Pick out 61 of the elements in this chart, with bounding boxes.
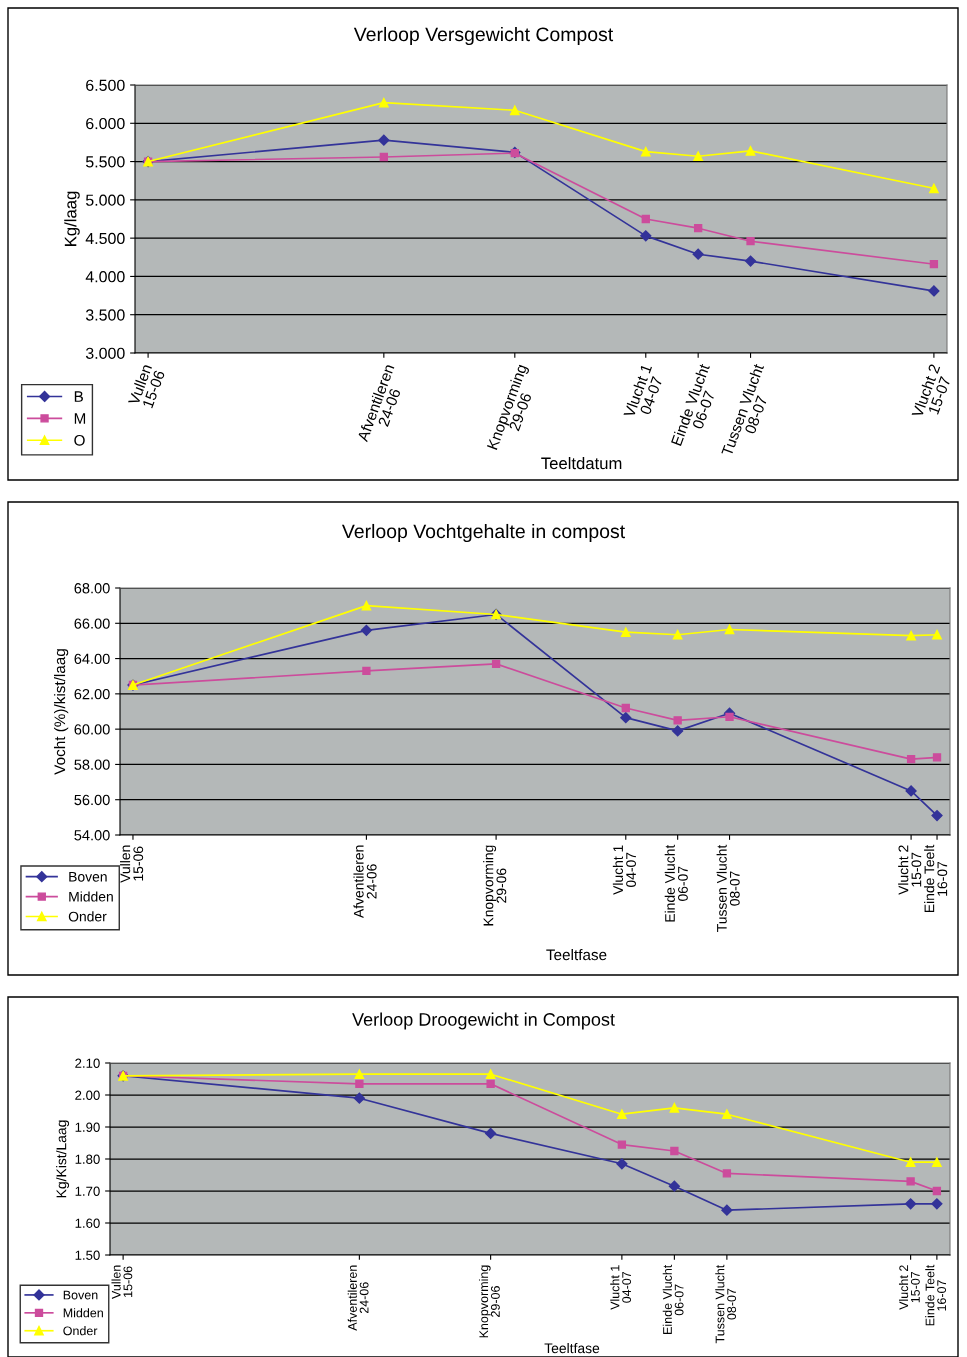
- y-tick-label: 1.80: [75, 1154, 100, 1164]
- y-tick-label: 4.000: [85, 271, 125, 283]
- y-tick-label: 2.00: [75, 1090, 100, 1100]
- y-tick-label: 4.500: [85, 232, 125, 245]
- x-tick-label: Vlucht 2 15-07: [898, 1265, 920, 1310]
- y-tick-label: 1.60: [75, 1218, 100, 1228]
- x-axis-title: Teeltfase: [544, 1343, 600, 1354]
- x-tick-label: Einde Teelt 16-07: [925, 1264, 947, 1326]
- y-tick-label: 66.00: [74, 618, 110, 629]
- y-tick-label: 5.000: [85, 194, 125, 206]
- y-tick-label: 1.90: [75, 1122, 100, 1132]
- x-tick-label: Vlucht 1 04-07: [622, 363, 663, 419]
- y-tick-label: 68.00: [74, 583, 110, 594]
- x-tick-label: Afventileren 24-06: [347, 1265, 369, 1331]
- x-tick-label: Tussen Vlucht 08-07: [716, 844, 740, 932]
- legend-label: Midden: [63, 1308, 103, 1318]
- x-tick-label: Knopvorming 29-06: [478, 1265, 500, 1338]
- y-tick-label: 6.000: [86, 117, 125, 130]
- legend-label: Boven: [69, 872, 107, 882]
- y-tick-label: 1.70: [75, 1186, 100, 1196]
- legend-label: Onder: [68, 911, 107, 922]
- y-tick-label: 64.00: [74, 653, 110, 664]
- legend-label: Boven: [63, 1290, 98, 1300]
- x-tick-label: Einde Vlucht 06-07: [664, 844, 688, 922]
- chart-title: Verloop Versgewicht Compost: [353, 26, 614, 46]
- x-tick-label: Tussen Vlucht 08-07: [715, 1264, 737, 1344]
- y-tick-label: 6.500: [86, 79, 125, 91]
- x-tick-label: Vlucht 2 15-07: [898, 845, 922, 895]
- chart-title: Verloop Droogewicht in Compost: [352, 1012, 615, 1030]
- y-tick-label: 1.50: [75, 1250, 100, 1260]
- y-tick-label: 54.00: [74, 830, 110, 841]
- x-tick-label: Vullen 15-06: [127, 363, 166, 409]
- legend-label: Midden: [69, 891, 113, 902]
- y-tick-label: 56.00: [74, 794, 110, 806]
- y-tick-label: 58.00: [74, 759, 110, 770]
- x-tick-label: Vlucht 1 04-07: [610, 1265, 632, 1310]
- x-tick-label: Vullen 15-06: [111, 1265, 133, 1299]
- y-tick-label: 5.500: [85, 156, 125, 168]
- x-axis-title: Teeltfase: [546, 949, 607, 961]
- x-tick-label: Vlucht 2 15-07: [911, 363, 951, 419]
- legend-label: B: [74, 391, 83, 402]
- y-axis-title: Vocht (%)/kist/laag: [53, 649, 69, 775]
- x-tick-label: Einde Vlucht 06-07: [670, 362, 716, 446]
- y-tick-label: 3.500: [85, 309, 125, 321]
- y-tick-label: 3.000: [85, 347, 125, 359]
- chart-title: Verloop Vochtgehalte in compost: [341, 523, 625, 543]
- y-axis-title: Kg/laag: [64, 191, 80, 246]
- legend-label: O: [74, 434, 85, 446]
- x-tick-label: Knopvorming 29-06: [483, 845, 507, 926]
- x-tick-label: Einde Vlucht 06-07: [662, 1264, 684, 1334]
- y-tick-label: 62.00: [74, 688, 110, 700]
- y-tick-label: 2.10: [75, 1058, 100, 1068]
- legend-label: M: [74, 413, 86, 424]
- x-tick-label: Vlucht 1 04-07: [612, 845, 636, 895]
- y-tick-label: 60.00: [74, 724, 110, 735]
- y-axis-title: Kg/Kist/Laag: [56, 1120, 70, 1198]
- x-tick-label: Einde Teelt 16-07: [924, 844, 948, 913]
- x-tick-label: Vullen 15-06: [120, 845, 144, 883]
- legend-label: Onder: [63, 1326, 98, 1336]
- x-axis-title: Teeltdatum: [541, 457, 622, 470]
- x-tick-label: Afventileren 24-06: [353, 845, 377, 919]
